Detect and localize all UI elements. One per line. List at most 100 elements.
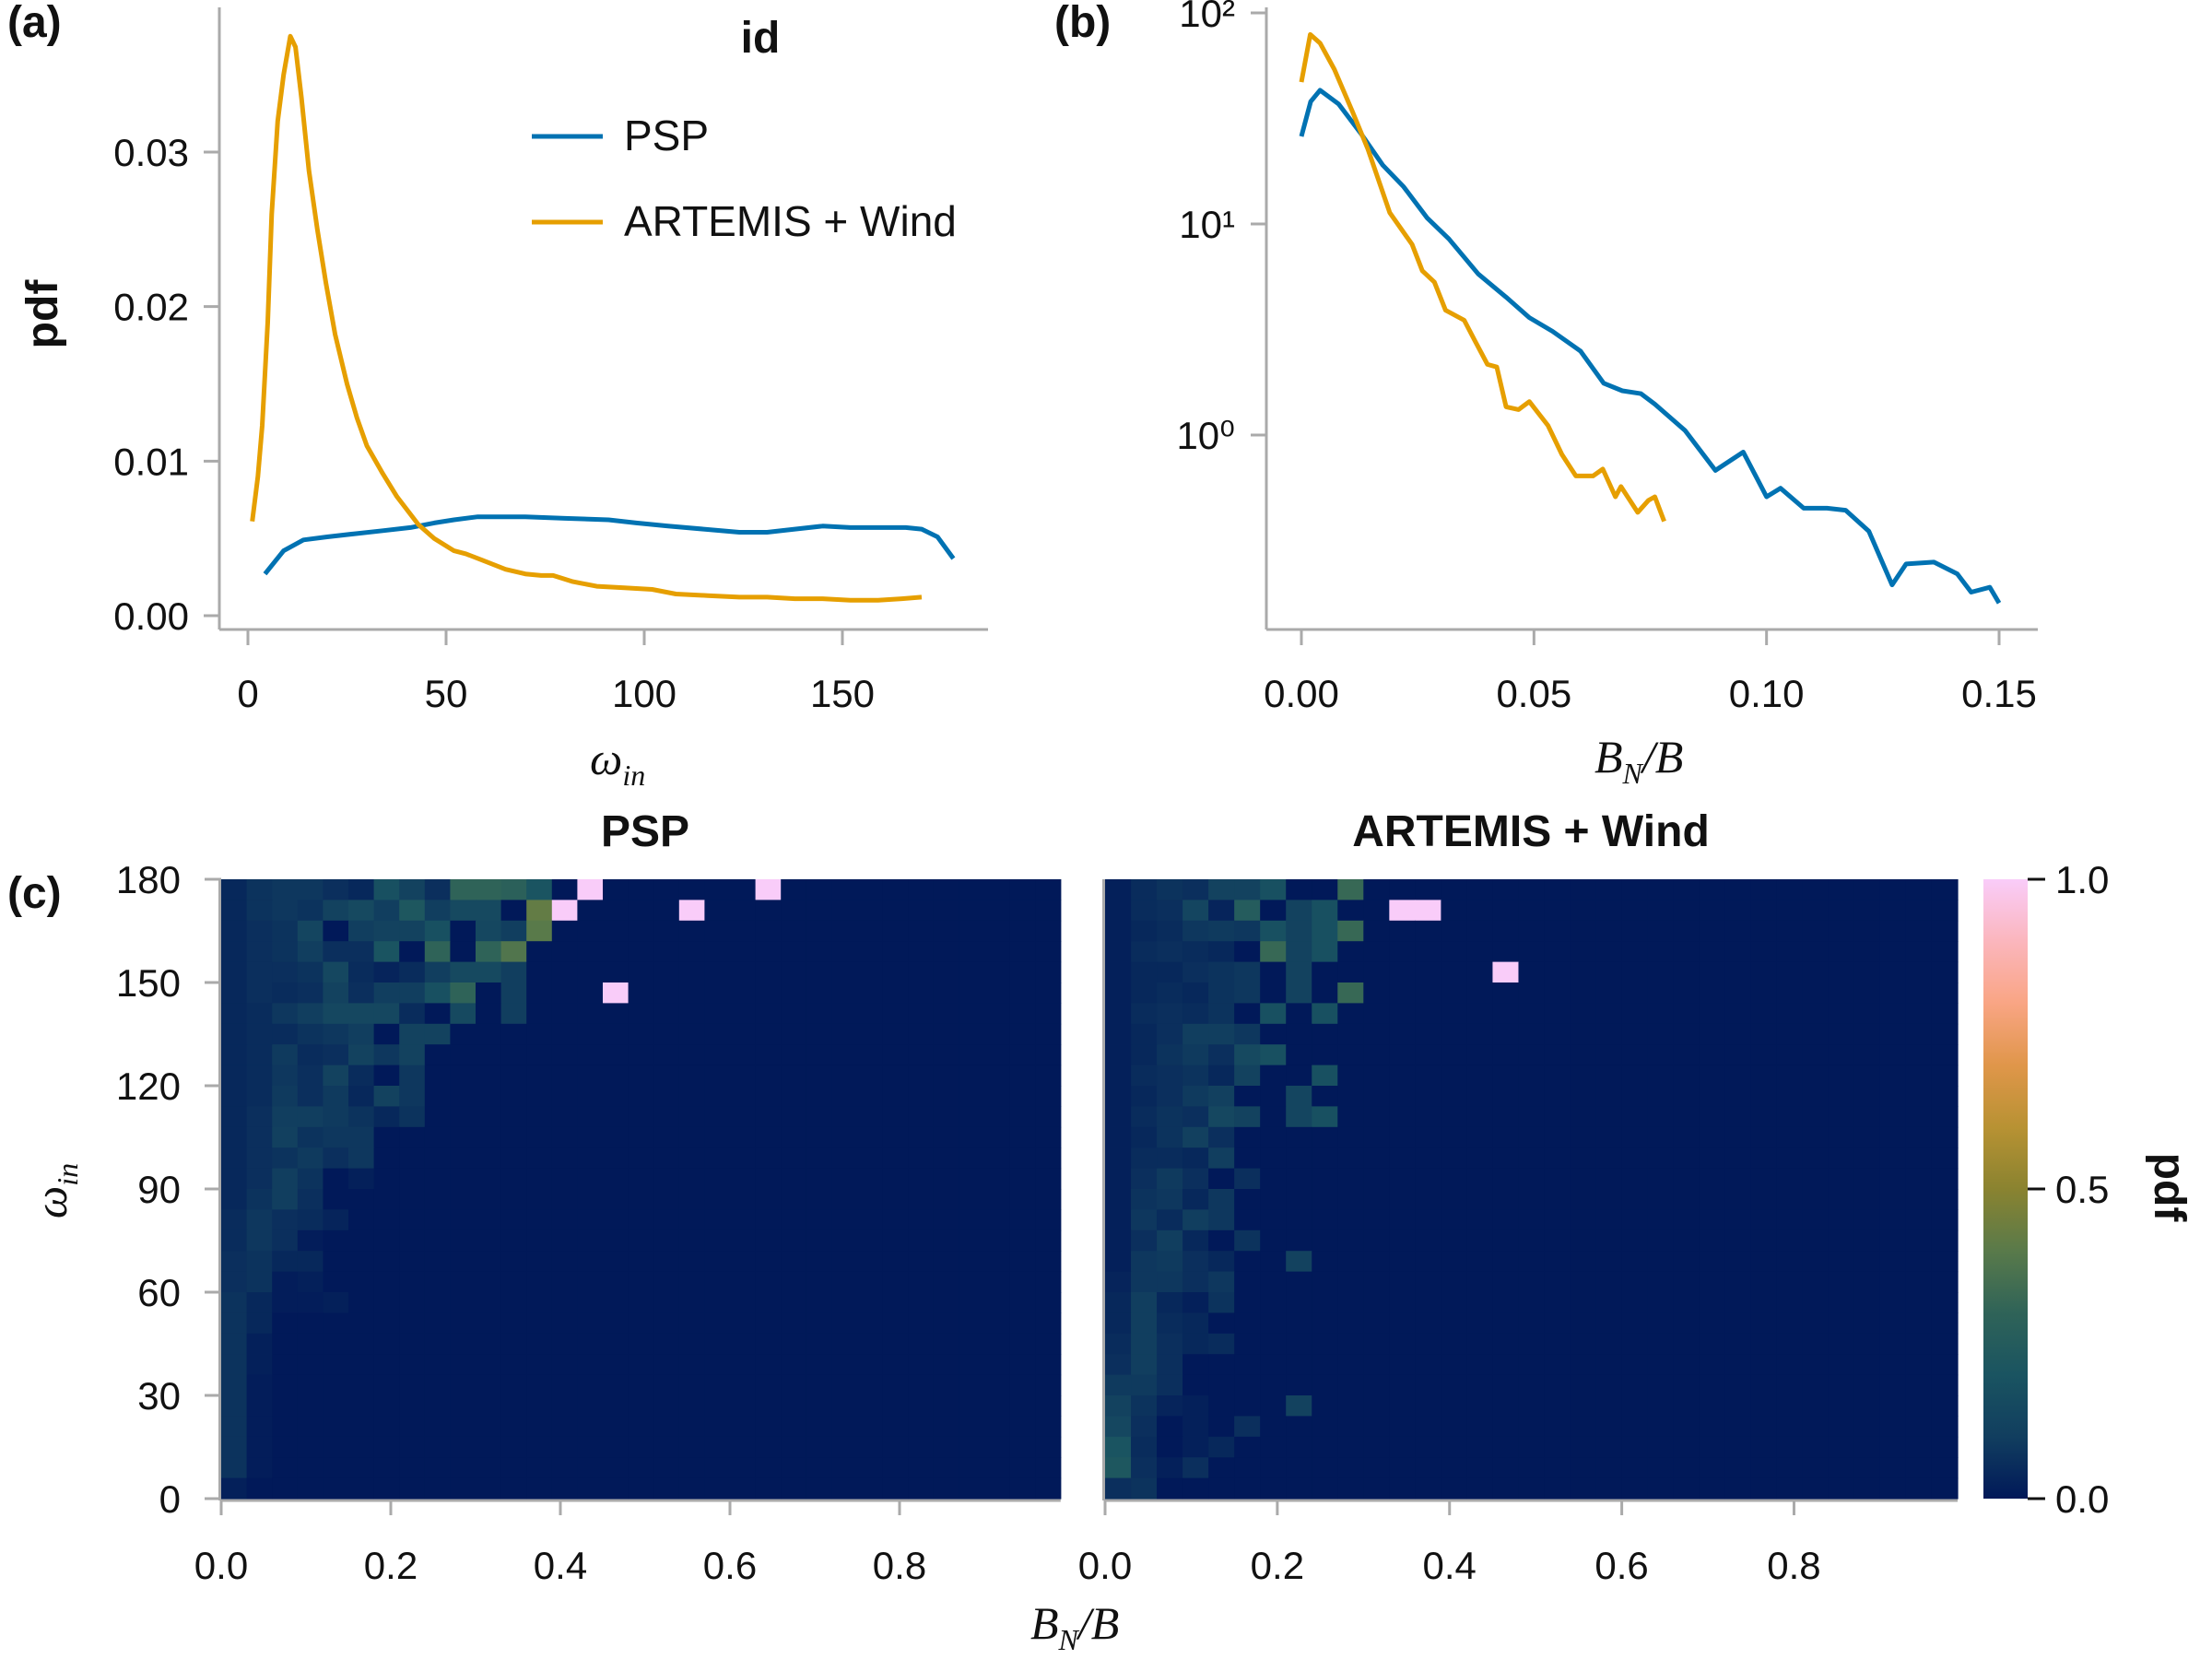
heatmap-cell <box>1621 1189 1649 1210</box>
heatmap-cell <box>1105 879 1132 900</box>
x-tick-label: 0.05 <box>1496 672 1571 715</box>
heatmap-cell <box>882 1251 909 1273</box>
heatmap-cell <box>959 1044 985 1066</box>
heatmap-cell <box>246 900 273 922</box>
heatmap-cell <box>984 1189 1011 1210</box>
heatmap-cell <box>933 1457 959 1479</box>
heatmap-cell <box>1673 1147 1700 1170</box>
heatmap-cell <box>1931 1065 1959 1087</box>
heatmap-cell <box>450 1251 477 1273</box>
heatmap-cell <box>1776 879 1804 900</box>
heatmap-cell <box>1905 1312 1933 1335</box>
heatmap-cell <box>755 1312 782 1335</box>
heatmap-cell <box>1415 1209 1441 1231</box>
heatmap-cell <box>1750 1086 1778 1107</box>
heatmap-cell <box>1776 1003 1804 1025</box>
heatmap-cell <box>882 900 909 922</box>
heatmap-cell <box>1595 1457 1623 1479</box>
heatmap-cell <box>1905 900 1933 922</box>
heatmap-cell <box>1853 982 1881 1004</box>
heatmap-cell <box>1518 941 1546 963</box>
heatmap-cell <box>1441 1312 1468 1335</box>
heatmap-cell <box>1441 1374 1468 1396</box>
heatmap-cell <box>1853 1251 1881 1273</box>
heatmap-cell <box>373 1251 400 1273</box>
heatmap-cell <box>1260 879 1287 900</box>
panel-label-a: (a) <box>7 0 62 47</box>
heatmap-cell <box>806 1189 832 1210</box>
heatmap-cell <box>1441 1230 1468 1252</box>
heatmap-cell <box>373 1457 400 1479</box>
heatmap-cell <box>1260 1457 1287 1479</box>
heatmap-cell <box>806 879 832 900</box>
heatmap-cell <box>857 1292 884 1313</box>
heatmap-cell <box>1337 1416 1364 1438</box>
heatmap-cell <box>1441 1003 1468 1025</box>
heatmap-cell <box>857 879 884 900</box>
heatmap-cell <box>678 1457 705 1479</box>
heatmap-cell <box>806 1209 832 1231</box>
heatmap-cell <box>781 1436 807 1458</box>
heatmap-cell <box>1570 1209 1597 1231</box>
heatmap-cell <box>704 879 731 900</box>
heatmap-cell <box>1647 961 1675 983</box>
heatmap-cell <box>984 1168 1011 1190</box>
heatmap-cell <box>1931 961 1959 983</box>
heatmap-cell <box>755 1230 782 1252</box>
heatmap-cell <box>1234 1436 1261 1458</box>
heatmap-cell <box>1673 982 1700 1004</box>
heatmap-cell <box>272 1209 299 1231</box>
heatmap-cell <box>1337 1065 1364 1087</box>
legend-label-psp: PSP <box>624 112 709 159</box>
heatmap-cell <box>959 982 985 1004</box>
heatmap-cell <box>857 900 884 922</box>
heatmap-cell <box>882 1312 909 1335</box>
heatmap-cell <box>908 1395 935 1417</box>
heatmap-cell <box>1157 1168 1183 1190</box>
heatmap-cell <box>882 1292 909 1313</box>
heatmap-cell <box>628 961 654 983</box>
heatmap-cell <box>1337 1436 1364 1458</box>
heatmap-cell <box>1208 1126 1235 1148</box>
heatmap-cell <box>1182 1106 1209 1128</box>
heatmap-cell <box>1647 879 1675 900</box>
heatmap-cell <box>1208 1189 1235 1210</box>
heatmap-cell <box>1157 1086 1183 1107</box>
heatmap-cell <box>1389 1395 1416 1417</box>
panel-c-heatmaps: PSP ARTEMIS + Wind ωin BN/B pdf 0.0 0.2 0.… <box>25 807 2194 1656</box>
heatmap-cell <box>500 1044 527 1066</box>
heatmap-cell <box>1595 1271 1623 1293</box>
heatmap-cell <box>1286 1436 1312 1458</box>
heatmap-cell <box>1931 1230 1959 1252</box>
heatmap-cell <box>246 1312 273 1335</box>
heatmap-cell <box>272 961 299 983</box>
heatmap-cell <box>1182 1436 1209 1458</box>
heatmap-cell <box>1389 1292 1416 1313</box>
heatmap-cell <box>628 1374 654 1396</box>
heatmap-cell <box>831 1416 858 1438</box>
heatmap-cell <box>857 1477 884 1500</box>
heatmap-cell <box>806 941 832 963</box>
heatmap-cell <box>450 1292 477 1313</box>
heatmap-cell <box>1035 900 1062 922</box>
heatmap-cell <box>1131 1023 1158 1045</box>
heatmap-cell <box>1389 1333 1416 1355</box>
heatmap-cell <box>373 961 400 983</box>
heatmap-cell <box>323 1477 349 1500</box>
heatmap-cell <box>755 941 782 963</box>
heatmap-cell <box>984 1395 1011 1417</box>
heatmap-cell <box>628 1126 654 1148</box>
heatmap-cell <box>1286 1333 1312 1355</box>
heatmap-cell <box>653 1230 680 1252</box>
heatmap-cell <box>1157 1003 1183 1025</box>
heatmap-cell <box>246 1189 273 1210</box>
heatmap-cell <box>1879 1230 1907 1252</box>
heatmap-cell <box>1802 1333 1830 1355</box>
heatmap-cell <box>1931 900 1959 922</box>
heatmap-cell <box>1363 1044 1390 1066</box>
heatmap-cell <box>246 1271 273 1293</box>
heatmap-cell <box>1828 1147 1855 1170</box>
heatmap-cell <box>1905 1106 1933 1128</box>
heatmap-cell <box>831 1271 858 1293</box>
heatmap-cell <box>1699 1312 1726 1335</box>
